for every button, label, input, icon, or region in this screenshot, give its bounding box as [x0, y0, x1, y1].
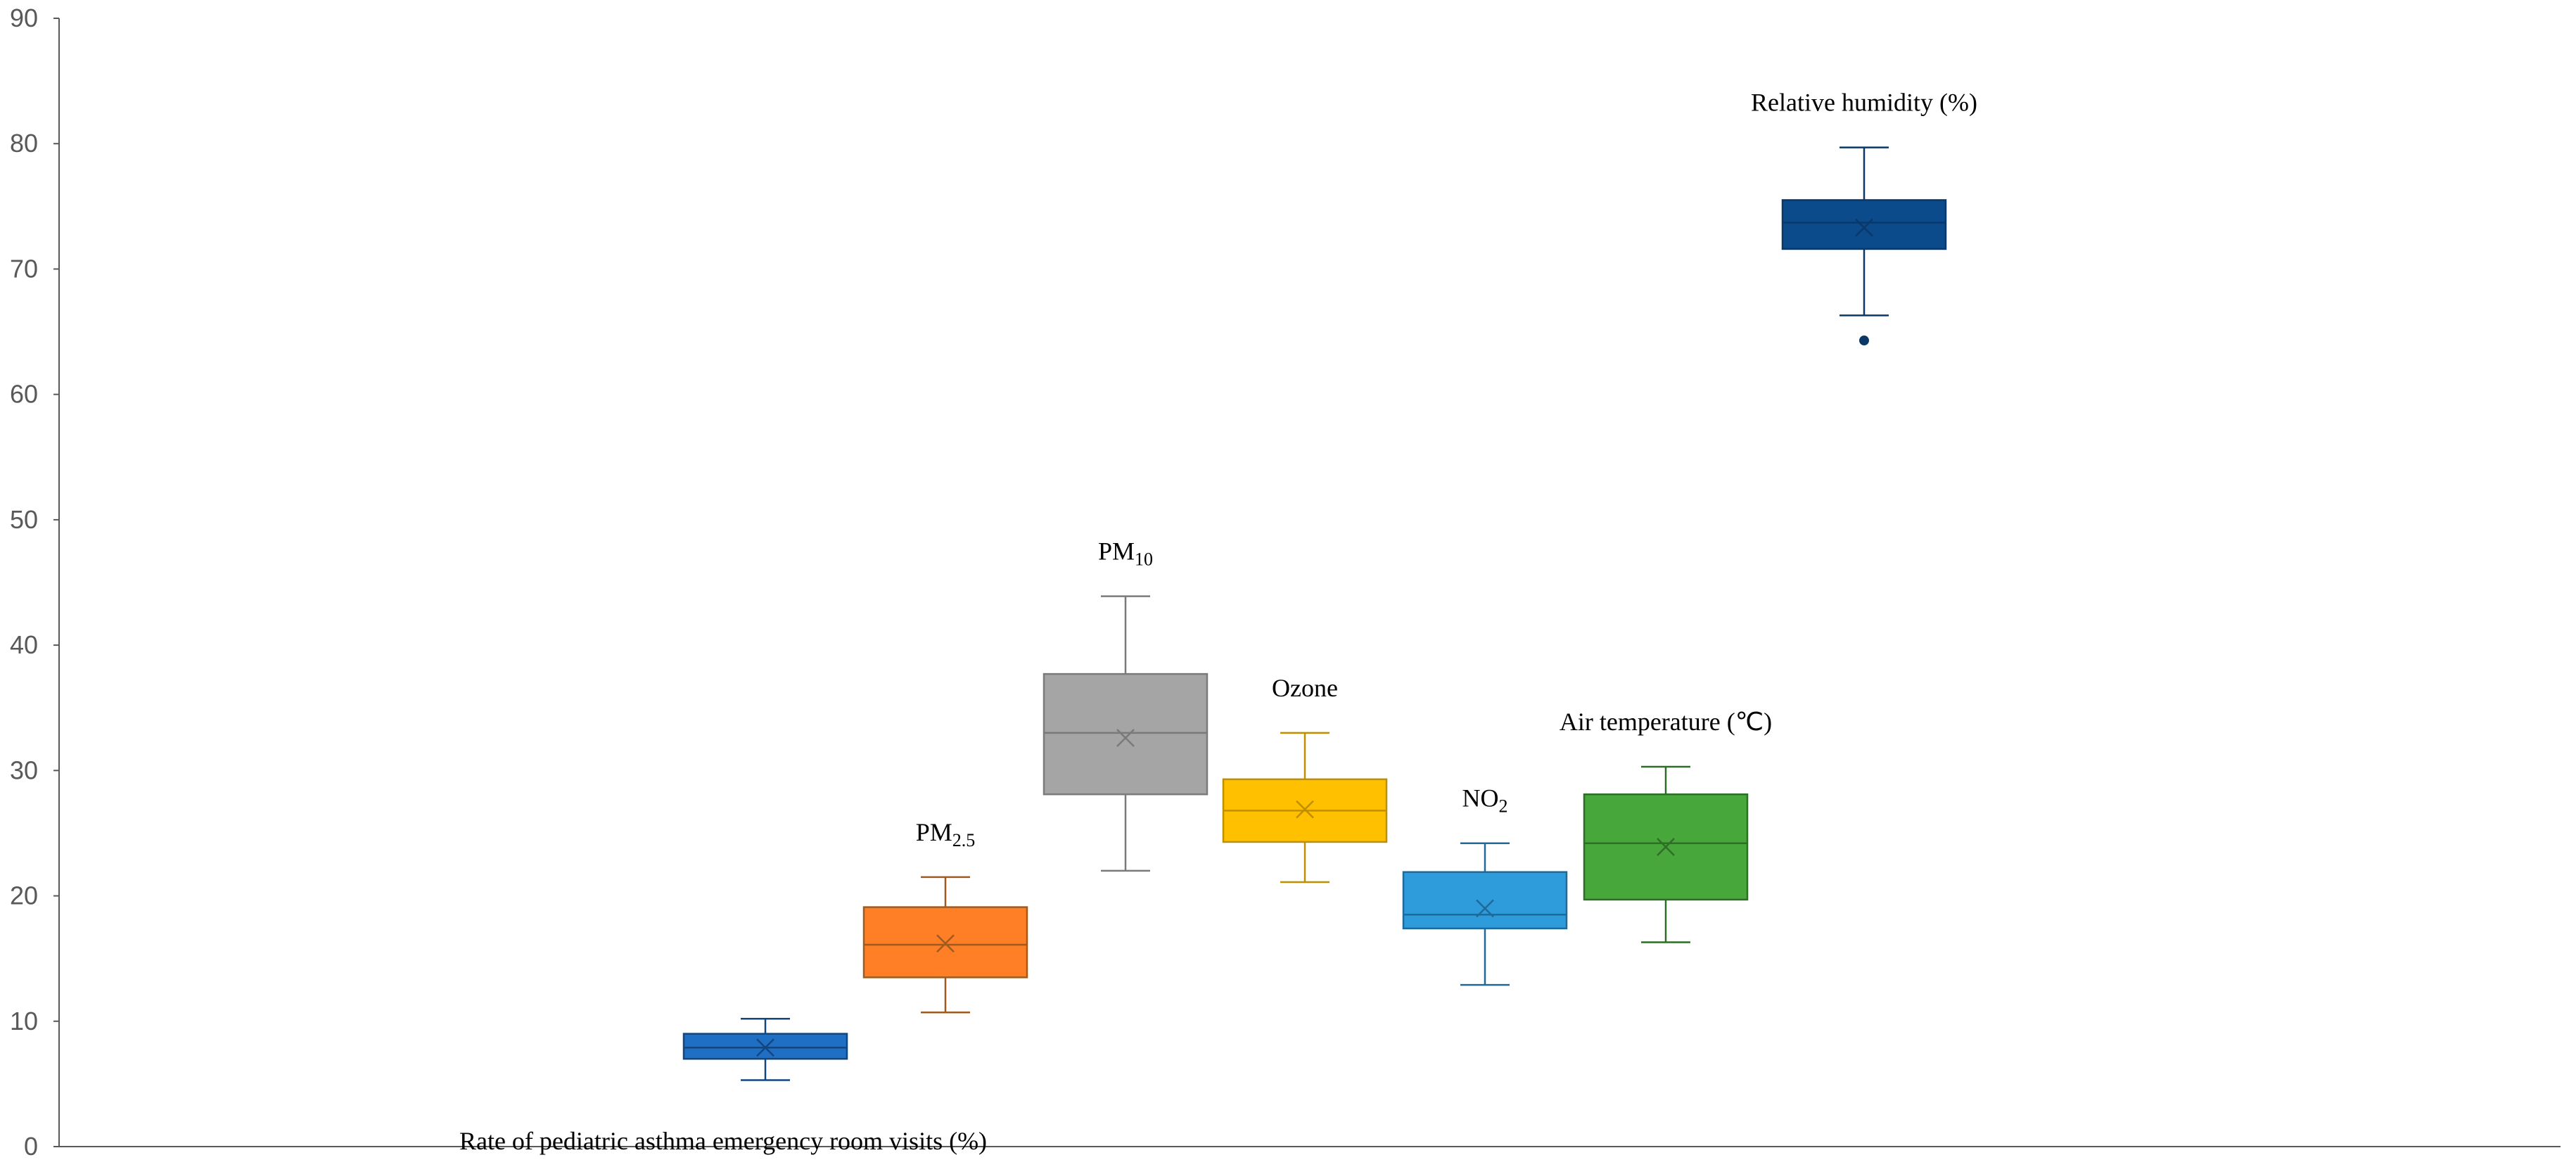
y-tick-label: 60: [10, 380, 38, 409]
outlier-point: [1859, 336, 1869, 346]
series-label-text: Ozone: [1272, 674, 1338, 702]
y-tick-label: 70: [10, 254, 38, 283]
axes: 0 10 20 30 40 50 60 70 80 90: [10, 4, 2561, 1161]
box-6: [1781, 146, 1947, 346]
box-1: [862, 876, 1028, 1014]
box-4: [1402, 842, 1568, 986]
mean-marker: [1855, 218, 1873, 237]
series-label-5: Air temperature (℃): [1560, 708, 1772, 736]
series-label-text: Air temperature (℃): [1560, 708, 1772, 736]
iqr-box: [862, 906, 1028, 978]
series-label-subscript: 10: [1135, 549, 1153, 570]
box-2: [1042, 595, 1209, 872]
series-label-text: PM: [1098, 537, 1135, 566]
y-tick-label: 90: [10, 4, 38, 32]
iqr-box: [1402, 871, 1568, 930]
box-series-group: [682, 146, 1947, 1081]
series-label-text: Relative humidity (%): [1751, 89, 1977, 117]
y-tick-label: 30: [10, 755, 38, 784]
series-label-2: PM10: [1098, 537, 1153, 570]
mean-marker: [1476, 899, 1494, 918]
series-label-text: Rate of pediatric asthma emergency room …: [459, 1127, 987, 1155]
series-label-subscript: 2.5: [952, 830, 976, 850]
series-label-6: Relative humidity (%): [1751, 89, 1977, 117]
box-5: [1583, 765, 1749, 943]
mean-marker: [756, 1038, 774, 1057]
y-tick-label: 20: [10, 881, 38, 910]
series-label-0: Rate of pediatric asthma emergency room …: [459, 1127, 987, 1155]
y-tick-label: 0: [24, 1132, 38, 1161]
series-label-text: NO: [1462, 784, 1499, 812]
series-label-subscript: 2: [1499, 796, 1508, 817]
series-label-text: PM: [916, 818, 952, 846]
y-tick-label: 40: [10, 630, 38, 659]
iqr-box: [682, 1033, 848, 1060]
iqr-box: [1781, 199, 1947, 250]
y-tick-label: 80: [10, 129, 38, 158]
mean-marker: [1116, 729, 1135, 747]
box-0: [682, 1017, 848, 1081]
mean-marker: [1296, 800, 1314, 819]
series-labels-group: Rate of pediatric asthma emergency room …: [459, 89, 1977, 1155]
series-label-3: Ozone: [1272, 674, 1338, 702]
y-tick-label: 50: [10, 505, 38, 534]
mean-marker: [1657, 838, 1675, 856]
series-label-4: NO2: [1462, 784, 1508, 817]
iqr-box: [1042, 672, 1209, 796]
box-3: [1222, 732, 1388, 884]
mean-marker: [936, 934, 955, 953]
y-tick-label: 10: [10, 1007, 38, 1035]
series-label-1: PM2.5: [916, 818, 976, 850]
